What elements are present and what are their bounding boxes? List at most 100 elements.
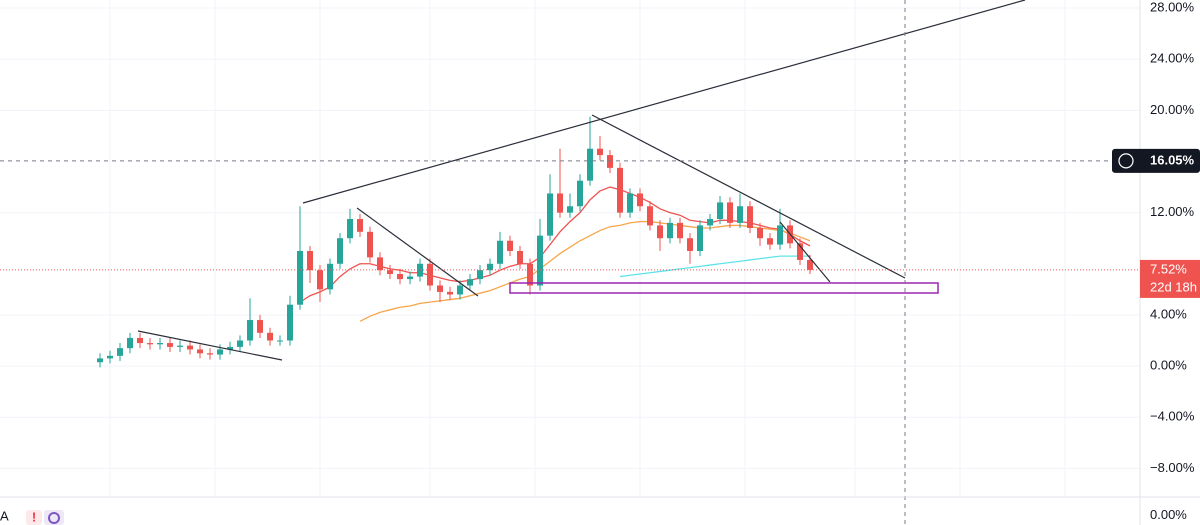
candle-body [257,320,263,333]
candle-body [717,202,723,220]
last-price-label: 7.52% [1150,261,1187,276]
candle-body [147,343,153,345]
candle-body [167,343,173,347]
candle-body [557,193,563,213]
candle-body [317,270,323,290]
moving-average-line [359,220,811,322]
candle-body [607,155,613,168]
candle-body [507,240,513,251]
moving-averages [299,186,811,322]
candle-body [187,345,193,350]
candle-body [587,148,593,181]
candle-body [207,353,213,355]
y-tick-label: 28.00% [1150,0,1195,14]
y-tick-label: −4.00% [1150,409,1195,424]
candle-body [567,206,573,213]
candle-body [427,263,433,286]
moving-average-line [299,186,811,303]
candle-body [687,238,693,251]
candle-body [757,227,763,239]
last-price-box [1140,259,1200,298]
candle-body [457,285,463,295]
candle-body [627,193,633,213]
candle-body [727,202,733,223]
candle-body [707,219,713,226]
candle-body [577,180,583,207]
candle-body [527,263,533,286]
candle-body [297,250,303,305]
candle-body [807,259,813,270]
candle-body [547,193,553,236]
candle-body [97,358,103,363]
lower-pane-tick-label: 0.00% [1150,507,1187,522]
candle-body [667,222,673,239]
candle-body [357,219,363,232]
time-grid [109,0,1066,497]
candle-body [117,348,123,356]
candle-body [247,320,253,341]
candle-body [307,250,313,271]
candle-body [697,225,703,251]
trendline [779,221,831,283]
overlays [0,0,1140,525]
candle-body [157,343,163,345]
candle-body [517,250,523,264]
candle-body [737,206,743,223]
candle-body [597,148,603,156]
crosshair-label-box [1112,148,1200,173]
y-tick-label: 20.00% [1150,102,1195,117]
candle-body [287,304,293,341]
candle-body [497,240,503,264]
candle-body [137,337,143,344]
candle-body [777,225,783,245]
candle-body [177,345,183,347]
trendline [356,207,479,297]
y-tick-label: 0.00% [1150,358,1187,373]
y-tick-label: −8.00% [1150,460,1195,475]
alert-icon-glyph: ! [32,509,36,524]
candle-body [347,219,353,239]
add-alert-button[interactable] [1118,153,1134,169]
drawings [137,0,1026,361]
y-tick-label: 12.00% [1150,204,1195,219]
refresh-icon-glyph [48,512,60,524]
candle-body [197,349,203,354]
candle-body [127,337,133,349]
candle-body [487,263,493,271]
candle-body [617,167,623,213]
trendline [591,114,906,279]
candle-body [477,270,483,280]
crosshair-label: 16.05% [1150,152,1195,167]
candle-body [387,270,393,275]
candles [97,116,813,368]
candle-body [637,193,643,207]
candle-body [377,257,383,271]
y-tick-label: 24.00% [1150,51,1195,66]
candle-body [467,279,473,286]
candle-body [107,355,113,359]
alert-icon[interactable] [26,510,42,525]
candle-body [747,206,753,228]
candle-body [327,263,333,290]
grid [0,7,1140,469]
candle-body [217,349,223,355]
candle-body [437,285,443,292]
candle-body [537,235,543,286]
candle-body [397,274,403,280]
candle-body [367,231,373,258]
candle-body [237,340,243,347]
candle-body [337,238,343,264]
support-zone [509,282,939,294]
price-axis: 28.00% 24.00% 20.00% 12.00% 4.00% 0.00% −4.00%… [1112,0,1200,522]
trendline [137,330,283,361]
y-tick-label: 4.00% [1150,306,1187,321]
candle-body [267,332,273,341]
trendline [302,0,1026,204]
candle-body [277,340,283,342]
legend-fragment: A [0,508,9,523]
candle-body [447,291,453,295]
candle-body [647,206,653,226]
candle-body [227,346,233,350]
countdown-label: 22d 18h [1150,279,1197,294]
